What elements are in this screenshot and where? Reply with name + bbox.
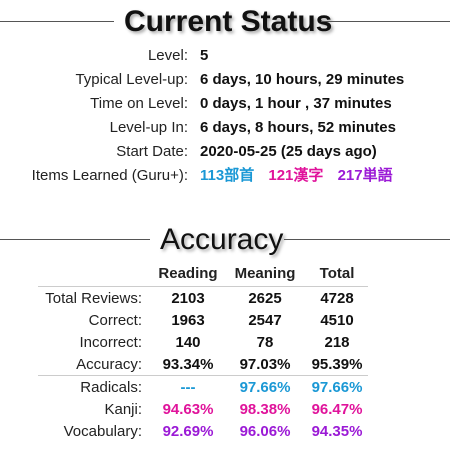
reading-cell: 140 xyxy=(175,333,201,351)
accuracy-title: Accuracy xyxy=(160,223,284,256)
current-status-title: Current Status xyxy=(124,5,333,38)
status-value: 6 days, 8 hours, 52 minutes xyxy=(200,119,396,136)
status-row-start-date: Start Date: 2020-05-25 (25 days ago) xyxy=(0,140,450,164)
meaning-cell: 2547 xyxy=(248,311,282,329)
table-row: Accuracy: 93.34% 97.03% 95.39% xyxy=(38,353,368,376)
accuracy-table: Reading Meaning Total Total Reviews: 210… xyxy=(38,260,368,442)
items-learned-values: 113部首 121漢字 217単語 xyxy=(200,164,403,188)
row-label: Correct: xyxy=(88,311,142,329)
header-rule-right xyxy=(284,239,450,240)
table-row: Correct: 1963 2547 4510 xyxy=(38,309,368,331)
table-row-radicals: Radicals: --- 97.66% 97.66% xyxy=(38,375,368,398)
row-label: Accuracy: xyxy=(76,355,142,373)
status-row-time-on-level: Time on Level: 0 days, 1 hour , 37 minut… xyxy=(0,92,450,116)
status-value: 0 days, 1 hour , 37 minutes xyxy=(200,95,392,112)
column-header-reading: Reading xyxy=(152,260,224,287)
status-label: Level-up In: xyxy=(109,119,188,136)
meaning-cell: 97.66% xyxy=(224,375,306,398)
meaning-cell: 78 xyxy=(256,333,274,351)
total-cell: 218 xyxy=(324,333,350,351)
accuracy-header: Accuracy xyxy=(0,220,450,260)
status-label: Start Date: xyxy=(116,143,188,160)
reading-cell: --- xyxy=(152,375,224,398)
table-row: Total Reviews: 2103 2625 4728 xyxy=(38,287,368,310)
total-cell: 95.39% xyxy=(311,355,363,373)
status-label: Time on Level: xyxy=(90,95,188,112)
status-value: 5 xyxy=(200,47,209,64)
status-label: Items Learned (Guru+): xyxy=(31,167,188,184)
status-row-level-up-in: Level-up In: 6 days, 8 hours, 52 minutes xyxy=(0,116,450,140)
table-header-blank xyxy=(38,260,152,287)
total-cell: 97.66% xyxy=(306,375,368,398)
vocabulary-learned-count: 217単語 xyxy=(337,167,393,184)
radicals-learned-count: 113部首 xyxy=(200,167,255,184)
table-header-row: Reading Meaning Total xyxy=(38,260,368,287)
total-cell: 96.47% xyxy=(311,400,363,418)
table-row-kanji: Kanji: 94.63% 98.38% 96.47% xyxy=(38,398,368,420)
reading-cell: 1963 xyxy=(171,311,205,329)
status-row-level: Level: 5 xyxy=(0,44,450,68)
column-header-total: Total xyxy=(306,260,368,287)
status-label: Typical Level-up: xyxy=(75,71,188,88)
meaning-cell: 2625 xyxy=(248,289,282,307)
total-cell: 4510 xyxy=(320,311,354,329)
row-label: Radicals: xyxy=(38,375,152,398)
table-row: Incorrect: 140 78 218 xyxy=(38,331,368,353)
status-row-items-learned: Items Learned (Guru+): 113部首 121漢字 217単語 xyxy=(0,164,450,188)
header-rule-right xyxy=(321,21,450,22)
reading-cell: 2103 xyxy=(171,289,205,307)
row-label: Vocabulary: xyxy=(63,422,142,440)
row-label: Total Reviews: xyxy=(45,289,142,307)
total-cell: 4728 xyxy=(320,289,354,307)
reading-cell: 92.69% xyxy=(162,422,214,440)
row-label: Incorrect: xyxy=(79,333,142,351)
reading-cell: 93.34% xyxy=(162,355,214,373)
kanji-learned-count: 121漢字 xyxy=(268,167,324,184)
status-row-typical-level-up: Typical Level-up: 6 days, 10 hours, 29 m… xyxy=(0,68,450,92)
table-row-vocabulary: Vocabulary: 92.69% 96.06% 94.35% xyxy=(38,420,368,442)
meaning-cell: 96.06% xyxy=(239,422,291,440)
current-status-header: Current Status xyxy=(0,2,450,42)
header-rule-left xyxy=(0,21,114,22)
column-header-meaning: Meaning xyxy=(224,260,306,287)
status-label: Level: xyxy=(147,47,188,64)
row-label: Kanji: xyxy=(104,400,142,418)
meaning-cell: 98.38% xyxy=(239,400,291,418)
total-cell: 94.35% xyxy=(311,422,363,440)
status-value: 2020-05-25 (25 days ago) xyxy=(200,143,377,160)
reading-cell: 94.63% xyxy=(162,400,214,418)
meaning-cell: 97.03% xyxy=(239,355,291,373)
header-rule-left xyxy=(0,239,150,240)
status-value: 6 days, 10 hours, 29 minutes xyxy=(200,71,405,88)
